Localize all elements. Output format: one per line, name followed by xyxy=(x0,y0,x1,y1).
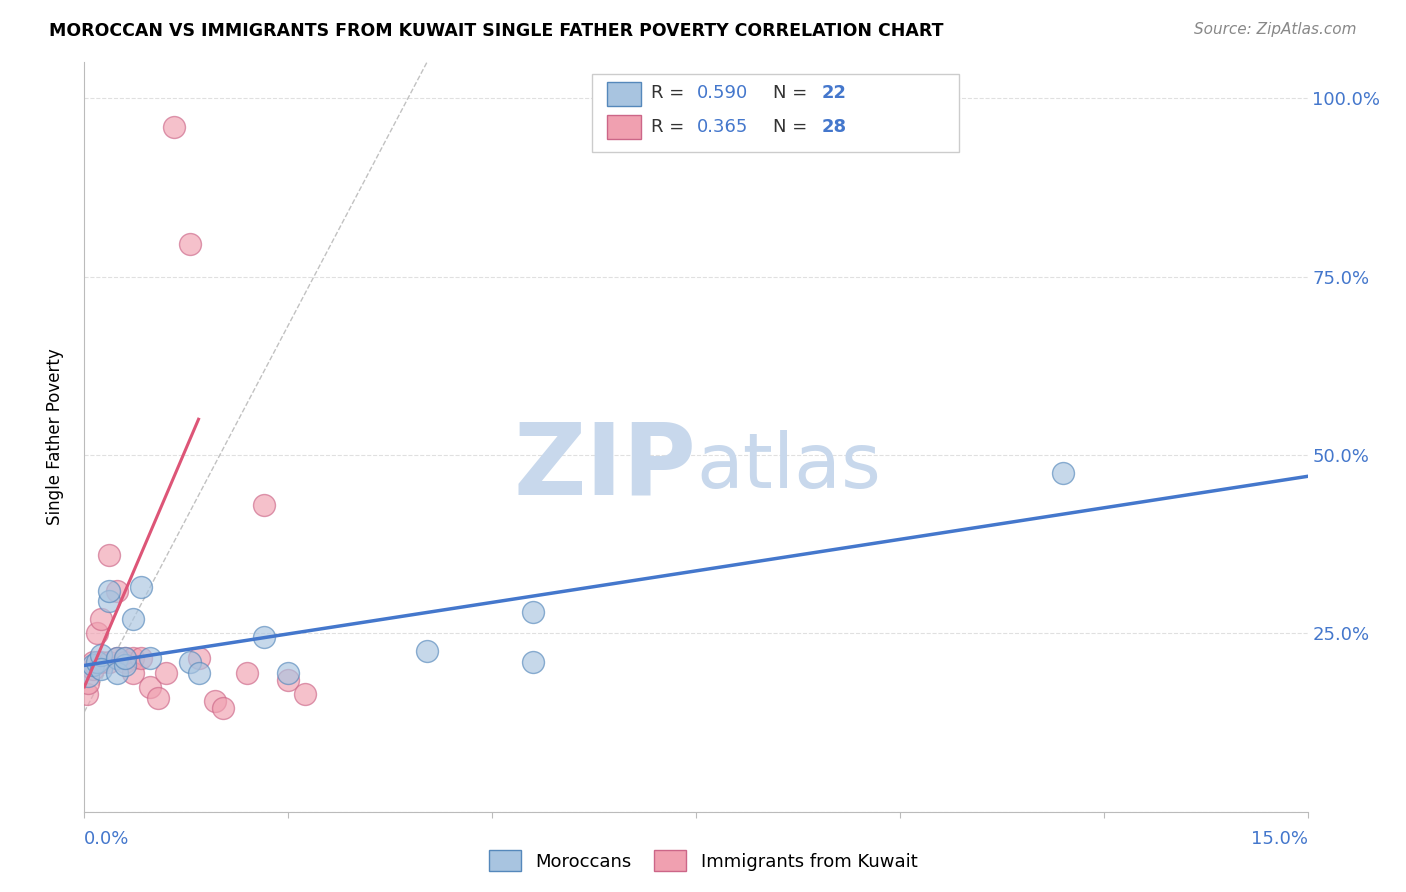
Text: N =: N = xyxy=(773,84,813,103)
Text: ZIP: ZIP xyxy=(513,418,696,516)
Point xyxy=(204,694,226,708)
Text: N =: N = xyxy=(773,118,813,136)
Point xyxy=(212,701,235,715)
Point xyxy=(97,548,120,562)
Point xyxy=(97,594,120,608)
Point xyxy=(236,665,259,680)
Point xyxy=(97,655,120,669)
Point xyxy=(105,651,128,665)
Point xyxy=(77,669,100,683)
Point xyxy=(163,120,186,134)
Point xyxy=(179,655,201,669)
Text: 28: 28 xyxy=(823,118,846,136)
Point xyxy=(114,658,136,673)
Point xyxy=(105,665,128,680)
Point xyxy=(122,651,145,665)
Text: 0.590: 0.590 xyxy=(697,84,748,103)
Point xyxy=(90,612,112,626)
Point xyxy=(522,605,544,619)
Point xyxy=(187,651,209,665)
Text: MOROCCAN VS IMMIGRANTS FROM KUWAIT SINGLE FATHER POVERTY CORRELATION CHART: MOROCCAN VS IMMIGRANTS FROM KUWAIT SINGL… xyxy=(49,22,943,40)
Point xyxy=(1052,466,1074,480)
Point xyxy=(77,676,100,690)
Point xyxy=(122,665,145,680)
FancyBboxPatch shape xyxy=(592,74,959,153)
Point xyxy=(146,690,169,705)
Point xyxy=(86,626,108,640)
Text: 0.365: 0.365 xyxy=(697,118,748,136)
Y-axis label: Single Father Poverty: Single Father Poverty xyxy=(45,349,63,525)
Point xyxy=(114,651,136,665)
Point xyxy=(105,583,128,598)
Point xyxy=(90,648,112,662)
Point xyxy=(253,630,276,644)
Text: 22: 22 xyxy=(823,84,846,103)
Point xyxy=(90,655,112,669)
Point xyxy=(253,498,276,512)
Point xyxy=(179,237,201,252)
Point xyxy=(82,658,104,673)
Point xyxy=(122,612,145,626)
Point xyxy=(131,580,153,594)
Point xyxy=(294,687,316,701)
Text: R =: R = xyxy=(651,118,690,136)
Point xyxy=(82,655,104,669)
Point xyxy=(138,651,160,665)
FancyBboxPatch shape xyxy=(606,115,641,139)
Point xyxy=(82,662,104,676)
Point xyxy=(138,680,160,694)
Point xyxy=(187,665,209,680)
Point xyxy=(131,651,153,665)
Point xyxy=(522,655,544,669)
Point xyxy=(76,687,98,701)
Point xyxy=(416,644,439,658)
Text: Source: ZipAtlas.com: Source: ZipAtlas.com xyxy=(1194,22,1357,37)
Point xyxy=(114,651,136,665)
Text: atlas: atlas xyxy=(696,430,880,504)
Point xyxy=(277,673,299,687)
Text: 15.0%: 15.0% xyxy=(1250,830,1308,848)
Point xyxy=(97,583,120,598)
Point xyxy=(90,662,112,676)
Legend: Moroccans, Immigrants from Kuwait: Moroccans, Immigrants from Kuwait xyxy=(481,843,925,879)
FancyBboxPatch shape xyxy=(606,82,641,106)
Point xyxy=(86,655,108,669)
Point xyxy=(105,651,128,665)
Point xyxy=(277,665,299,680)
Text: 0.0%: 0.0% xyxy=(84,830,129,848)
Text: R =: R = xyxy=(651,84,690,103)
Point xyxy=(155,665,177,680)
Point xyxy=(114,655,136,669)
